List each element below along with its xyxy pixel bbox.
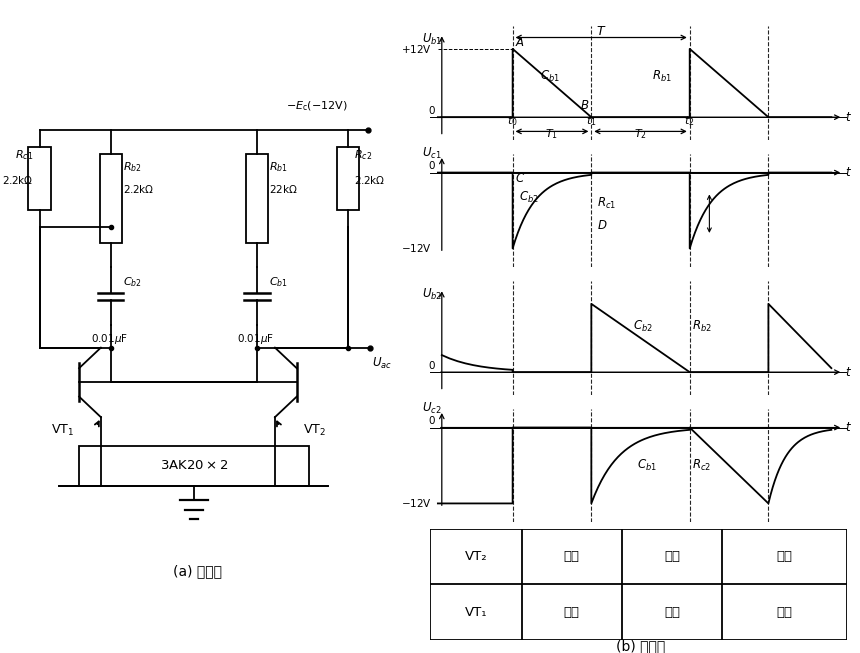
Text: ${\rm VT}_1$: ${\rm VT}_1$	[52, 423, 75, 438]
Text: VT₁: VT₁	[464, 606, 487, 618]
Bar	[337, 147, 359, 210]
Text: $+12{\rm V}$: $+12{\rm V}$	[401, 43, 432, 55]
Text: $0.01\mu{\rm F}$: $0.01\mu{\rm F}$	[91, 332, 128, 346]
Text: $t$: $t$	[845, 166, 852, 179]
Text: $C_{b1}$: $C_{b1}$	[636, 458, 656, 473]
Text: 截止: 截止	[777, 606, 793, 618]
Text: $t$: $t$	[845, 366, 852, 379]
Text: $U_{c2}$: $U_{c2}$	[422, 401, 442, 416]
Text: $-E_{\rm c}(-12{\rm V})$: $-E_{\rm c}(-12{\rm V})$	[286, 100, 347, 113]
Text: $U_{ac}$: $U_{ac}$	[372, 357, 392, 372]
Bar	[28, 147, 51, 210]
Text: 导通: 导通	[564, 550, 580, 563]
Text: $U_{b2}$: $U_{b2}$	[422, 287, 442, 302]
Text: $R_{b2}$: $R_{b2}$	[123, 160, 141, 174]
Text: $2.2{\rm k}\Omega$: $2.2{\rm k}\Omega$	[354, 174, 385, 186]
Text: $R_{c1}$: $R_{c1}$	[597, 197, 617, 212]
Text: $C_{b2}$: $C_{b2}$	[633, 319, 653, 334]
Text: $0.01\mu{\rm F}$: $0.01\mu{\rm F}$	[237, 332, 274, 346]
Text: $t$: $t$	[845, 421, 852, 434]
Text: 导通: 导通	[777, 550, 793, 563]
Text: ${\rm VT}_2$: ${\rm VT}_2$	[303, 423, 326, 438]
Text: $2.2{\rm k}\Omega$: $2.2{\rm k}\Omega$	[3, 174, 34, 186]
Text: $C_{b1}$: $C_{b1}$	[540, 69, 560, 84]
Bar	[246, 154, 268, 243]
Text: 截止: 截止	[664, 550, 680, 563]
Text: $R_{b2}$: $R_{b2}$	[691, 319, 711, 334]
Text: $C$: $C$	[514, 172, 525, 185]
Text: VT₂: VT₂	[464, 550, 488, 563]
Text: 导通: 导通	[664, 606, 680, 618]
Text: $U_{c1}$: $U_{c1}$	[422, 146, 442, 161]
Text: 截止: 截止	[564, 606, 580, 618]
Text: $t_0$: $t_0$	[507, 114, 518, 128]
Text: $-12{\rm V}$: $-12{\rm V}$	[401, 498, 432, 509]
Text: $C_{b1}$: $C_{b1}$	[269, 275, 288, 289]
Text: $R_{c1}$: $R_{c1}$	[15, 148, 34, 162]
Text: $R_{c2}$: $R_{c2}$	[354, 148, 372, 162]
Text: $D$: $D$	[597, 219, 608, 232]
Text: $22{\rm k}\Omega$: $22{\rm k}\Omega$	[269, 183, 298, 195]
Text: (a) 电路图: (a) 电路图	[174, 564, 222, 578]
Text: $T$: $T$	[596, 25, 606, 38]
Text: $0$: $0$	[428, 415, 436, 426]
Text: $C_{b2}$: $C_{b2}$	[123, 275, 142, 289]
Text: $R_{b1}$: $R_{b1}$	[653, 69, 673, 84]
Text: $0$: $0$	[428, 359, 436, 372]
Text: $T_2$: $T_2$	[634, 127, 647, 141]
Text: $T_1$: $T_1$	[545, 127, 558, 141]
Text: $0$: $0$	[428, 104, 436, 116]
Text: $0$: $0$	[428, 159, 436, 172]
Text: $R_{c2}$: $R_{c2}$	[691, 458, 711, 473]
Text: $2.2{\rm k}\Omega$: $2.2{\rm k}\Omega$	[123, 183, 154, 195]
Text: $C_{b2}$: $C_{b2}$	[519, 190, 538, 205]
Text: $t$: $t$	[845, 110, 852, 123]
Bar	[79, 445, 309, 486]
Text: $B$: $B$	[580, 99, 589, 112]
Text: $-12{\rm V}$: $-12{\rm V}$	[401, 242, 432, 255]
Text: $t_2$: $t_2$	[685, 114, 695, 128]
Text: $3{\rm AK}20\times2$: $3{\rm AK}20\times2$	[160, 459, 228, 472]
Text: $R_{b1}$: $R_{b1}$	[269, 160, 288, 174]
Text: $A$: $A$	[514, 36, 525, 49]
Text: $U_{b1}$: $U_{b1}$	[421, 31, 442, 46]
Text: (b) 波形图: (b) 波形图	[616, 639, 666, 653]
Text: $t_1$: $t_1$	[586, 114, 597, 128]
Bar	[100, 154, 122, 243]
